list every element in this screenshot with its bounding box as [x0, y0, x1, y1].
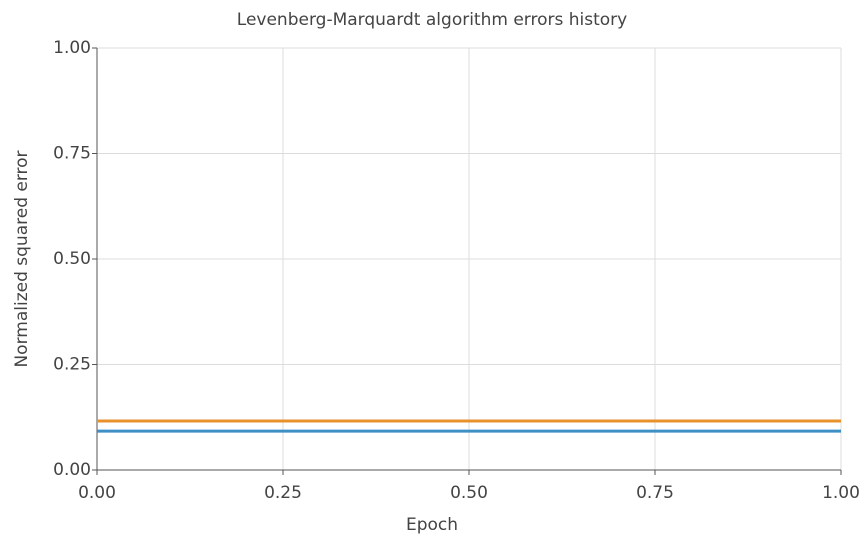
x-axis-label: Epoch: [406, 515, 458, 535]
y-tick-label: 0.25: [53, 355, 91, 375]
y-tick-label: 0.00: [53, 460, 91, 480]
y-tick-label: 0.50: [53, 249, 91, 269]
x-tick-label: 0.00: [78, 483, 116, 503]
y-tick-label: 1.00: [53, 38, 91, 58]
x-tick-label: 1.00: [822, 483, 860, 503]
y-tick-label: 0.75: [53, 144, 91, 164]
y-axis-label: Normalized squared error: [12, 150, 32, 367]
x-tick-label: 0.75: [636, 483, 674, 503]
x-tick-label: 0.50: [450, 483, 488, 503]
x-tick-label: 0.25: [264, 483, 302, 503]
chart-title: Levenberg-Marquardt algorithm errors his…: [237, 10, 627, 30]
